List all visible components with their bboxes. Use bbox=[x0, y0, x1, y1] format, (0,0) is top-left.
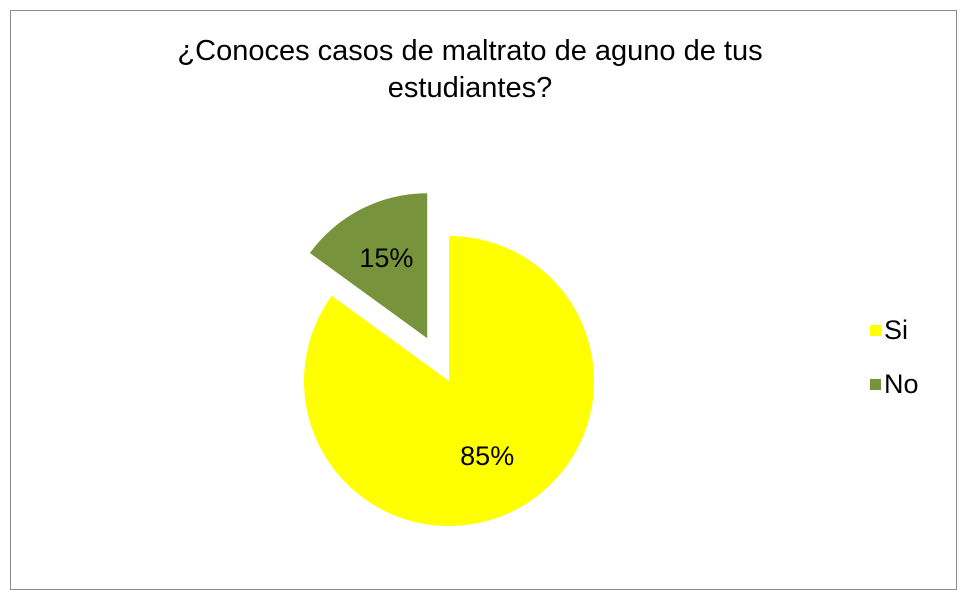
chart-title-line-1: ¿Conoces casos de maltrato de aguno de t… bbox=[177, 35, 763, 67]
pie-data-label-si: 85% bbox=[460, 441, 514, 471]
pie-slice-si bbox=[304, 236, 594, 526]
pie-slice-no bbox=[309, 193, 428, 339]
chart-title: ¿Conoces casos de maltrato de aguno de t… bbox=[100, 33, 840, 107]
legend: Si No bbox=[870, 303, 919, 411]
legend-swatch-no bbox=[870, 378, 881, 390]
legend-label-no: No bbox=[884, 368, 919, 399]
legend-label-si: Si bbox=[884, 314, 909, 345]
chart-title-line-2: estudiantes? bbox=[387, 72, 553, 104]
legend-item-no: No bbox=[870, 357, 919, 411]
legend-item-si: Si bbox=[870, 303, 919, 357]
legend-swatch-si bbox=[870, 324, 881, 336]
pie-slices: 85% 15% bbox=[304, 193, 594, 526]
pie-data-label-no: 15% bbox=[359, 243, 413, 273]
